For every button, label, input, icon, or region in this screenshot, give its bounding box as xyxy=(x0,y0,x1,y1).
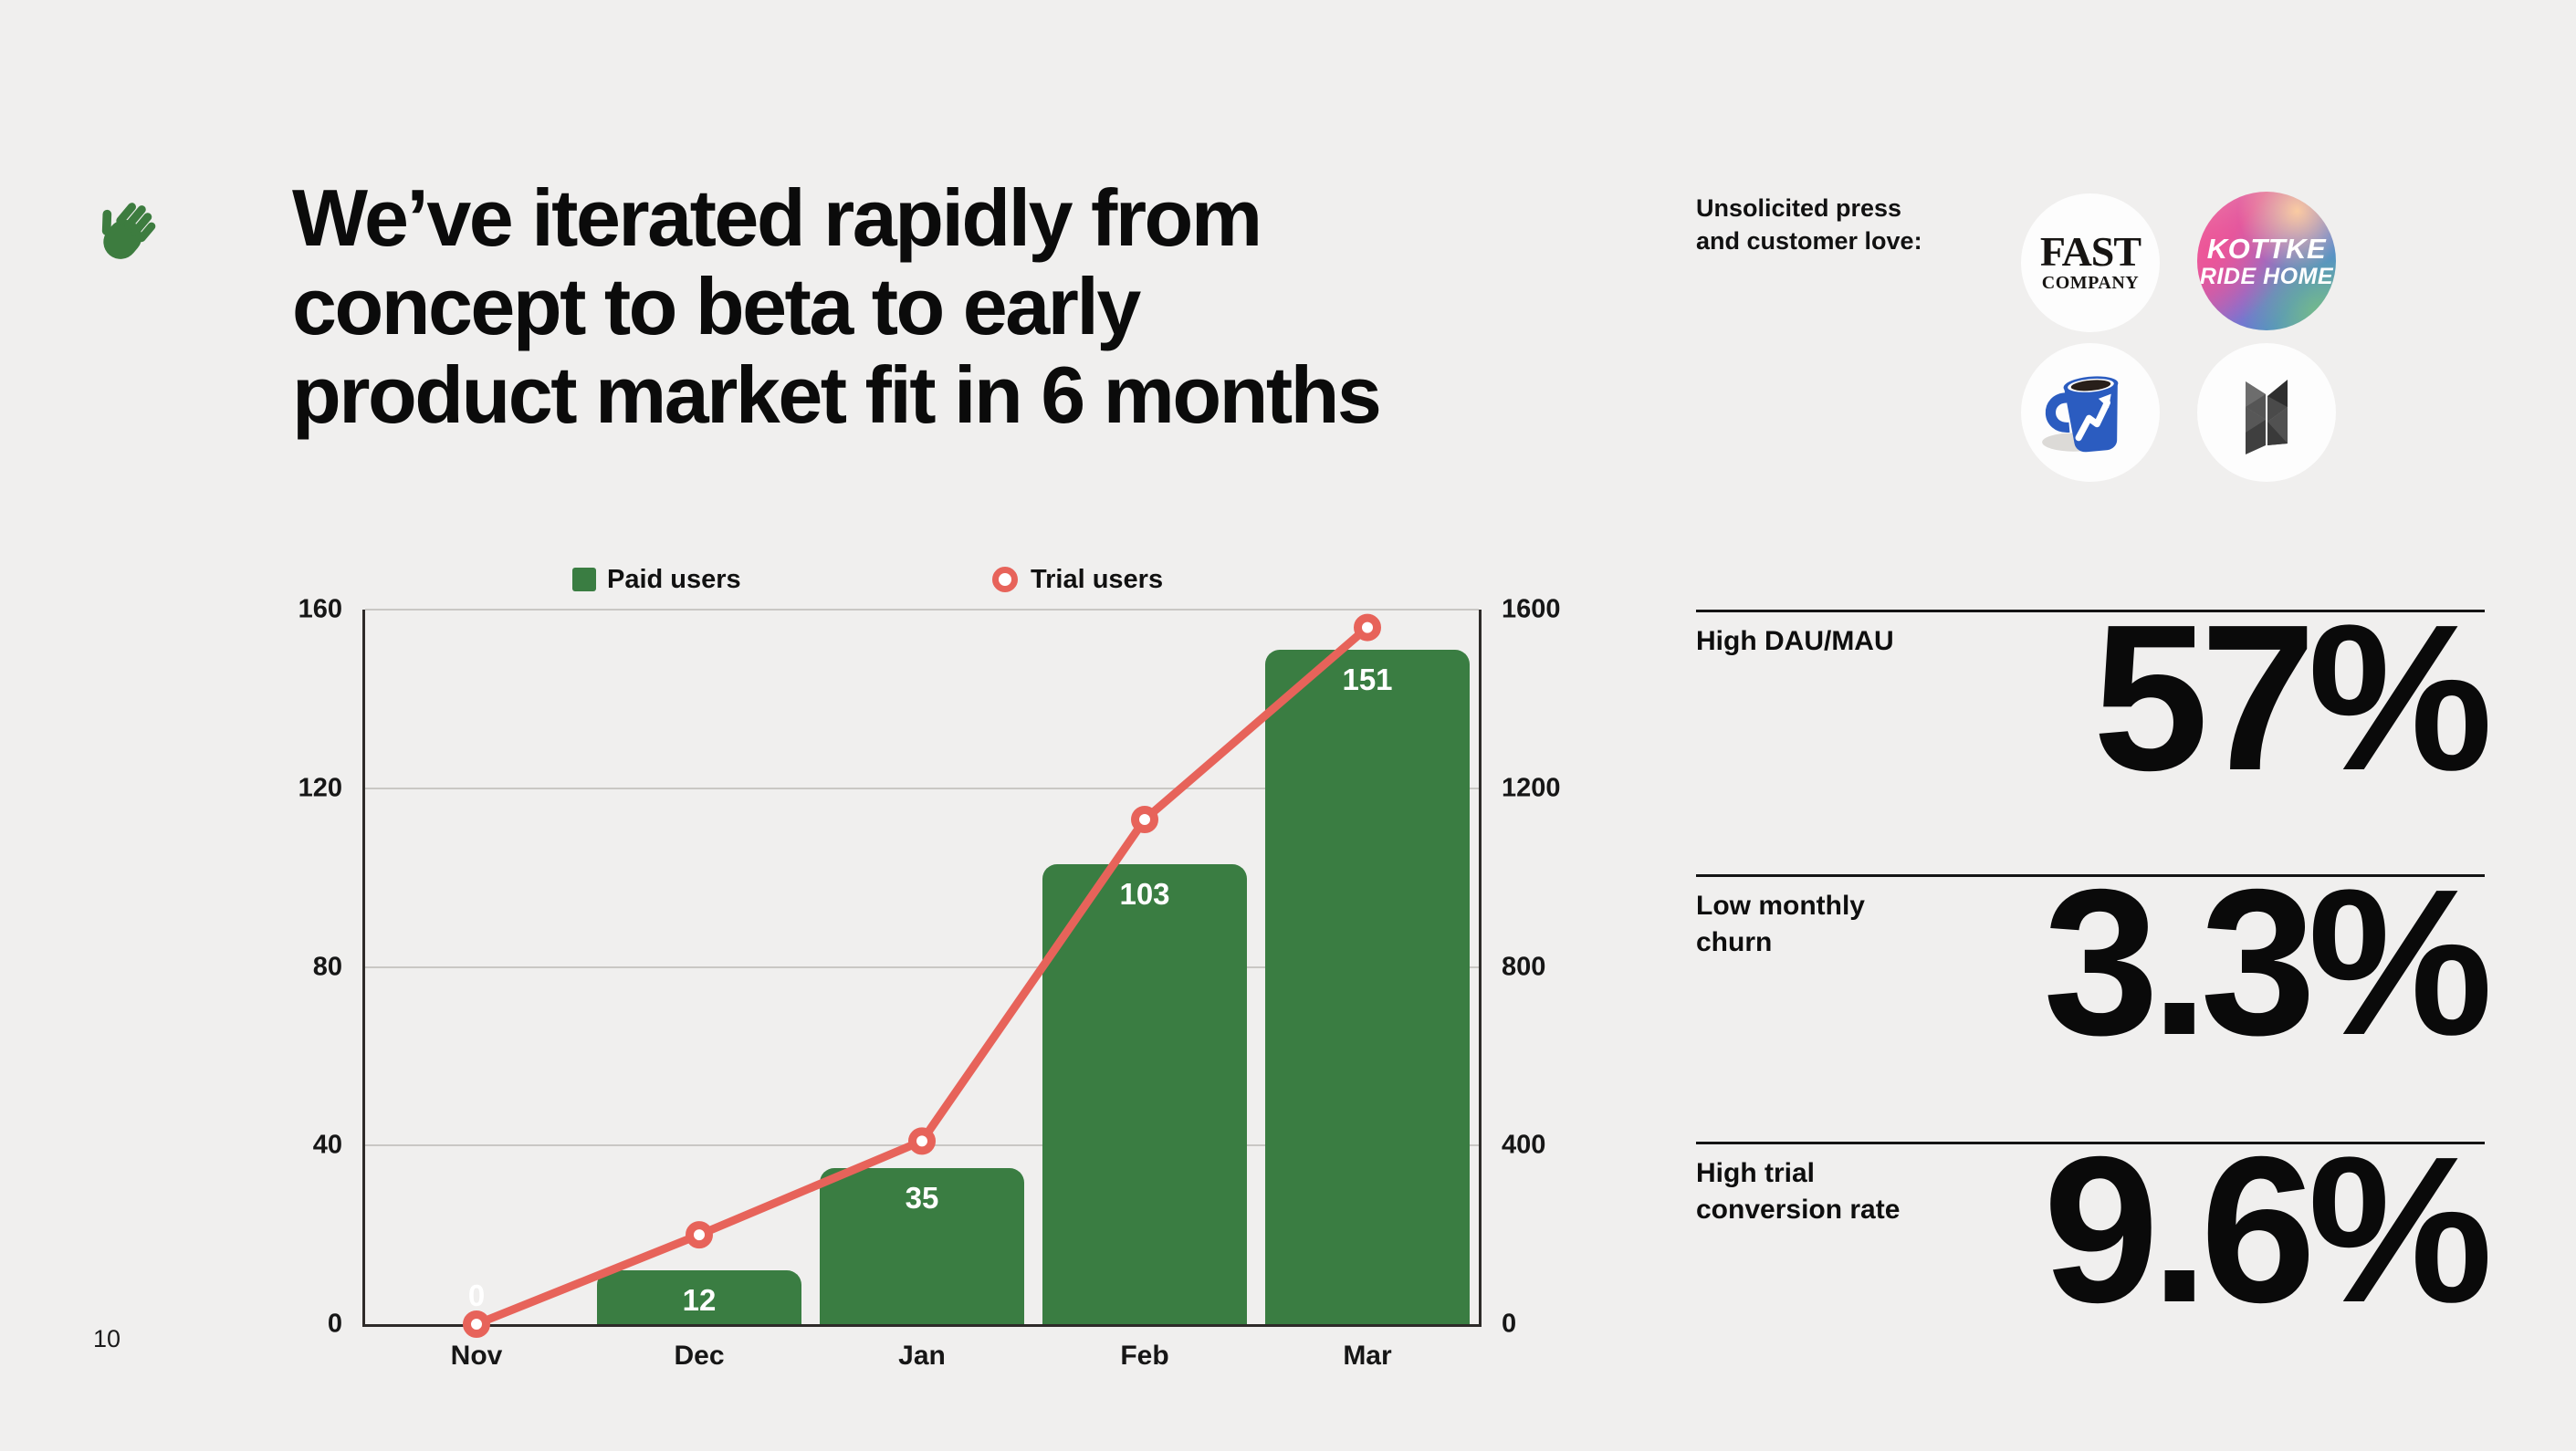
kottke-logo-text: KOTTKE xyxy=(2206,232,2327,265)
legend-trial-users-label: Trial users xyxy=(1031,564,1164,594)
fast-company-logo-text: FAST xyxy=(2039,228,2141,275)
press-label-line-2: and customer love: xyxy=(1696,227,1922,255)
x-axis-tick: Dec xyxy=(674,1341,725,1371)
y-axis-tick-right: 800 xyxy=(1502,952,1546,981)
y-axis-tick-left: 80 xyxy=(312,952,342,981)
stat-dau-mau: High DAU/MAU 57% xyxy=(1696,594,2493,877)
waving-hand-icon xyxy=(101,203,156,259)
coffee-mug-icon xyxy=(2042,376,2119,453)
trial-users-point xyxy=(908,1127,936,1155)
trial-users-ring-icon xyxy=(992,567,1018,592)
stat-monthly-churn-label: Low monthly churn xyxy=(1696,891,1865,957)
users-growth-chart: 0 40 80 120 160 0 400 800 1200 1600 Nov 0 Dec 12 Jan 35… xyxy=(298,595,1561,1372)
x-axis-tick: Jan xyxy=(898,1341,946,1371)
bar-value-label: 35 xyxy=(905,1180,939,1215)
triangle-n-icon xyxy=(2246,380,2288,454)
paid-users-bar xyxy=(820,1167,1024,1324)
stat-dau-mau-label: High DAU/MAU xyxy=(1696,626,1894,656)
gridline xyxy=(365,787,1479,789)
stat-dau-mau-value: 57% xyxy=(2092,582,2493,814)
bar-value-label: 12 xyxy=(682,1283,717,1318)
noteworthy-logo xyxy=(2197,343,2336,482)
headline-line-3: product market fit in 6 months xyxy=(292,350,1382,440)
bar-value-label: 0 xyxy=(467,1279,486,1312)
gridline xyxy=(365,966,1479,968)
paid-users-bar xyxy=(1265,650,1470,1324)
headline-line-1: We’ve iterated rapidly from xyxy=(292,172,1262,263)
y-axis-tick-left: 40 xyxy=(312,1130,342,1160)
bar-value-label: 103 xyxy=(1119,876,1170,911)
gridline xyxy=(365,609,1479,611)
y-axis-tick-right: 0 xyxy=(1502,1309,1517,1339)
y-axis-tick-right: 1200 xyxy=(1502,773,1561,803)
trial-users-point xyxy=(1131,806,1158,834)
trial-users-line xyxy=(463,613,1381,1338)
y-axis-tick-left: 120 xyxy=(298,773,342,803)
headline-line-2: concept to beta to early xyxy=(292,261,1141,351)
bar-value-label: 151 xyxy=(1342,663,1393,697)
legend-item-paid-users: Paid users xyxy=(572,564,741,595)
trial-users-point xyxy=(463,1310,490,1338)
y-axis-tick-left: 0 xyxy=(327,1309,342,1339)
y-axis-tick-right: 1600 xyxy=(1502,594,1561,624)
press-label: Unsolicited press and customer love: xyxy=(1696,192,2079,257)
morning-brew-logo xyxy=(2021,343,2160,482)
key-metrics: High DAU/MAU 57% Low monthly churn 3.3% … xyxy=(1696,0,2493,1451)
y-axis-tick-right: 400 xyxy=(1502,1130,1546,1160)
legend-item-trial-users: Trial users xyxy=(992,564,1163,595)
x-axis-tick: Nov xyxy=(450,1341,503,1371)
x-axis-tick: Mar xyxy=(1343,1341,1392,1371)
trial-users-point xyxy=(686,1221,713,1249)
press-label-line-1: Unsolicited press xyxy=(1696,194,1902,222)
paid-users-bar xyxy=(597,1270,801,1324)
x-axis-tick: Feb xyxy=(1120,1341,1169,1371)
fast-company-logo: FAST COMPANY xyxy=(2021,193,2160,332)
page-title: We’ve iterated rapidly from concept to b… xyxy=(292,173,1570,439)
y-axis-tick-left: 160 xyxy=(298,594,342,624)
paid-users-bar xyxy=(1042,863,1247,1324)
trial-users-point xyxy=(1354,613,1381,642)
stat-monthly-churn-value: 3.3% xyxy=(2043,847,2493,1079)
page-number: 10 xyxy=(93,1325,121,1352)
stat-trial-conversion-value: 9.6% xyxy=(2043,1114,2493,1346)
kottke-ride-home-logo: KOTTKE RIDE HOME xyxy=(2197,192,2336,330)
stat-monthly-churn: Low monthly churn 3.3% xyxy=(1696,859,2493,1144)
paid-users-swatch-icon xyxy=(572,568,596,591)
legend-paid-users-label: Paid users xyxy=(607,564,741,594)
stat-trial-conversion-label: High trial conversion rate xyxy=(1696,1158,1901,1225)
stat-trial-conversion: High trial conversion rate 9.6% xyxy=(1696,1126,2493,1409)
